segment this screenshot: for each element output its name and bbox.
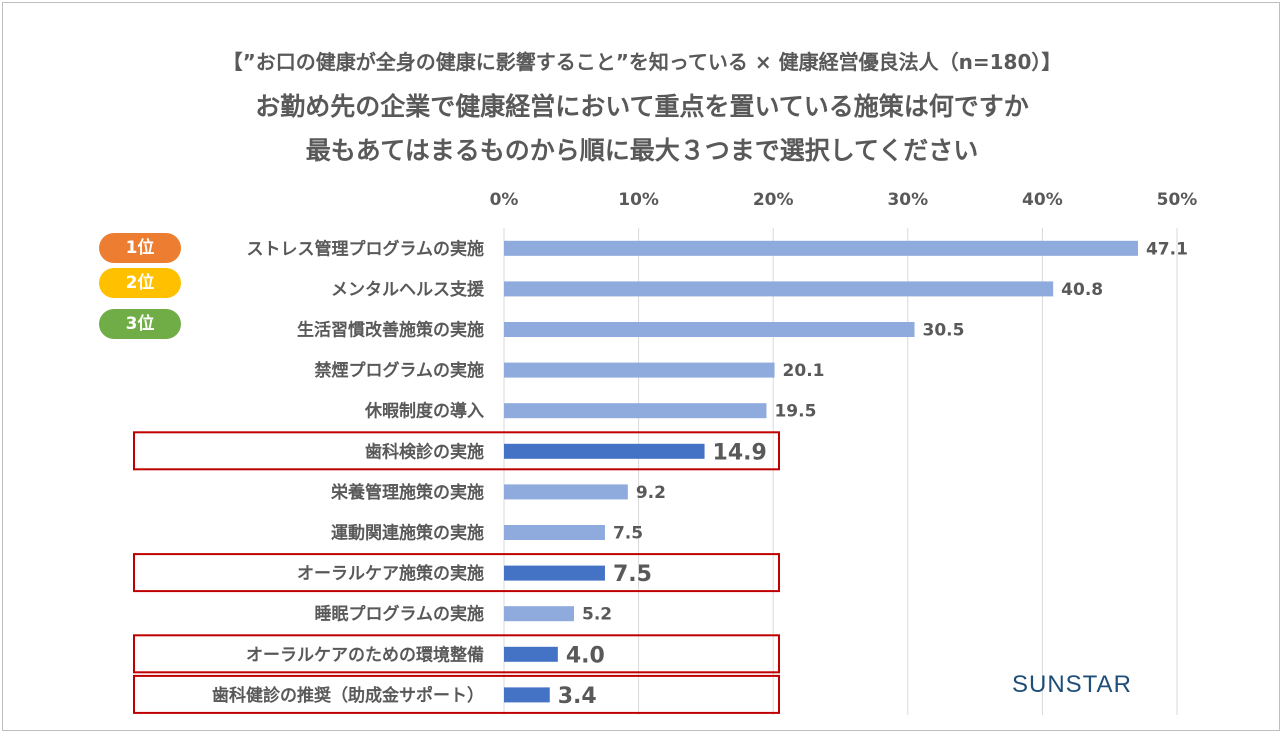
value-label: 5.2 xyxy=(582,605,612,625)
bar xyxy=(504,687,550,703)
chart-title-line2: お勤め先の企業で健康経営において重点を置いている施策は何ですか xyxy=(255,92,1029,121)
x-tick-label: 40% xyxy=(1022,190,1063,210)
category-label: 歯科検診の実施 xyxy=(365,441,484,462)
bar xyxy=(504,565,605,581)
bar xyxy=(504,362,775,378)
category-label: 休暇制度の導入 xyxy=(364,401,484,422)
highlight-box xyxy=(133,674,780,714)
category-label: ストレス管理プログラムの実施 xyxy=(247,238,485,259)
category-label: メンタルヘルス支援 xyxy=(331,279,485,300)
category-label: 栄養管理施策の実施 xyxy=(330,482,484,503)
x-tick-label: 10% xyxy=(618,190,659,210)
bar xyxy=(504,646,558,662)
x-tick-label: 50% xyxy=(1157,190,1198,210)
category-label: 禁煙プログラムの実施 xyxy=(315,360,485,381)
value-label: 7.5 xyxy=(613,524,643,544)
bar xyxy=(504,606,574,622)
category-label: 睡眠プログラムの実施 xyxy=(315,604,485,625)
rank-badge-3: 3位 xyxy=(99,309,181,339)
chart-title-line1: 【”お口の健康が全身の健康に影響すること”を知っている × 健康経営優良法人（n… xyxy=(222,50,1062,74)
highlight-box xyxy=(133,634,780,674)
bar xyxy=(504,403,767,419)
value-label: 19.5 xyxy=(774,402,816,422)
highlight-box xyxy=(133,553,780,593)
bar xyxy=(504,240,1138,256)
x-tick-label: 30% xyxy=(887,190,928,210)
value-label: 14.9 xyxy=(713,440,767,465)
bar xyxy=(504,484,628,500)
x-tick-label: 20% xyxy=(753,190,794,210)
category-label: オーラルケアのための環境整備 xyxy=(246,644,484,665)
value-label: 47.1 xyxy=(1146,239,1188,259)
x-tick-label: 0% xyxy=(490,190,519,210)
category-label: 生活習慣改善施策の実施 xyxy=(297,320,484,341)
value-label: 30.5 xyxy=(923,321,965,341)
value-label: 40.8 xyxy=(1061,280,1103,300)
value-label: 3.4 xyxy=(558,684,597,709)
bar xyxy=(504,525,605,540)
bar xyxy=(504,443,705,459)
value-label: 9.2 xyxy=(636,483,666,503)
value-label: 20.1 xyxy=(783,361,825,381)
value-label: 7.5 xyxy=(613,562,652,587)
rank-badge-2: 2位 xyxy=(99,268,181,298)
bar xyxy=(504,281,1054,297)
bar xyxy=(504,322,915,337)
value-label: 4.0 xyxy=(566,643,605,668)
category-label: 歯科健診の推奨（助成金サポート） xyxy=(212,685,484,706)
highlight-box xyxy=(133,431,780,471)
sunstar-logo: SUNSTAR xyxy=(1012,671,1132,698)
category-label: オーラルケア施策の実施 xyxy=(297,563,484,584)
rank-badge-1: 1位 xyxy=(99,233,181,263)
chart-title-line3: 最もあてはまるものから順に最大３つまで選択してください xyxy=(305,136,979,165)
category-label: 運動関連施策の実施 xyxy=(331,523,484,544)
